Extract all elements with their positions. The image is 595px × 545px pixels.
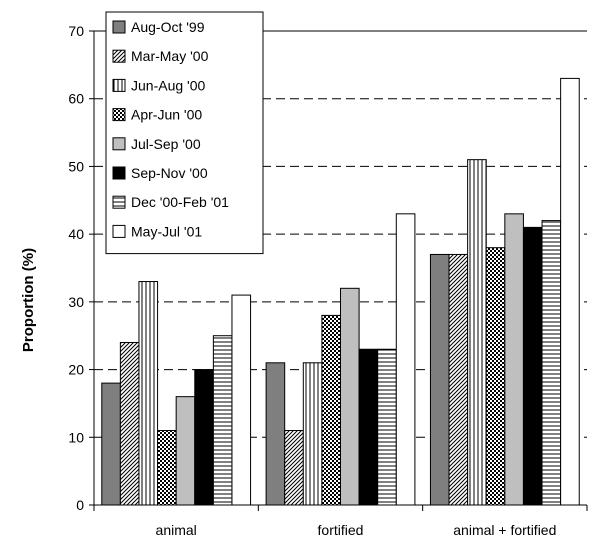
legend-label: Aug-Oct '99: [131, 19, 205, 35]
bar: [504, 213, 524, 506]
bar: [101, 382, 121, 506]
y-axis-title-group: Proportion (%): [20, 248, 37, 352]
legend-label: Sep-Nov '00: [131, 165, 208, 181]
legend-swatch: [112, 166, 126, 180]
legend-label: Jun-Aug '00: [131, 77, 205, 93]
y-tick-label: 30: [68, 294, 84, 310]
legend-label: May-Jul '01: [131, 223, 202, 239]
bar: [541, 220, 562, 506]
bar: [560, 77, 580, 506]
y-tick-label: 50: [68, 158, 84, 174]
bar: [284, 430, 304, 506]
y-tick-label: 20: [68, 362, 84, 378]
legend-swatch: [112, 195, 126, 209]
y-axis-title: Proportion (%): [20, 248, 37, 352]
bar: [358, 348, 379, 506]
legend-label: Mar-May '00: [131, 48, 209, 64]
y-axis: 0 10 20 30 40 50 60 70: [68, 23, 95, 513]
bar: [231, 294, 252, 506]
y-tick-label: 40: [68, 226, 84, 242]
bar: [157, 430, 177, 506]
x-tick-label: animal: [156, 522, 197, 538]
legend-swatch: [112, 49, 126, 63]
legend-box: [105, 11, 264, 255]
bar: [265, 362, 286, 506]
legend-swatch: [112, 78, 126, 92]
legend-label: Jul-Sep '00: [131, 136, 201, 152]
bar: [429, 253, 450, 506]
bar: [302, 362, 323, 506]
y-tick-label: 60: [68, 91, 84, 107]
x-axis: animal fortified animal + fortified: [93, 504, 588, 538]
y-tick-label: 10: [68, 429, 84, 445]
legend-swatch: [112, 224, 126, 238]
legend-swatch: [112, 108, 126, 122]
bar: [485, 247, 506, 506]
bar: [175, 396, 196, 506]
bar: [138, 281, 159, 506]
legend: Aug-Oct '99 Mar-May '00 Jun-Aug '00 Apr-Jun…: [105, 11, 264, 255]
legend-swatch: [112, 20, 126, 34]
bar: [448, 253, 469, 506]
bar: [340, 287, 360, 506]
bar: [119, 341, 140, 506]
bar: [395, 213, 416, 506]
bar: [377, 348, 397, 506]
bar: [321, 314, 341, 506]
x-tick-label: fortified: [318, 522, 364, 538]
bar: [194, 369, 214, 506]
legend-label: Dec '00-Feb '01: [131, 194, 229, 210]
legend-swatch: [112, 137, 126, 151]
y-tick-label: 0: [76, 497, 84, 513]
legend-label: Apr-Jun '00: [131, 107, 202, 123]
y-tick-label: 70: [68, 23, 84, 39]
bar: [212, 335, 233, 506]
bar: [522, 226, 543, 506]
x-tick-label: animal + fortified: [453, 522, 556, 538]
bar: [467, 159, 487, 506]
